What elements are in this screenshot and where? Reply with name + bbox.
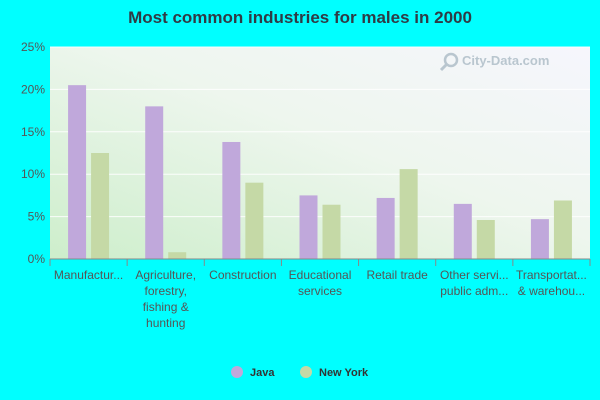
y-tick-label: 0%: [28, 252, 46, 266]
bar-new-york: [91, 153, 110, 259]
bar-new-york: [245, 182, 264, 259]
grid-lines: [50, 46, 590, 218]
x-tick-label-line: forestry,: [144, 284, 186, 298]
y-tick-label: 20%: [21, 82, 45, 96]
bar-new-york: [168, 252, 187, 259]
legend-swatch: [300, 366, 312, 378]
x-tick-label: Other servi... public adm...: [440, 268, 509, 298]
legend-label: New York: [319, 367, 369, 379]
bars: [68, 85, 572, 259]
x-tick-label-line: Educational: [289, 268, 352, 282]
magnifier-icon: [439, 52, 459, 72]
x-tick-label-line: Other servi...: [440, 268, 509, 282]
legend-label: Java: [250, 367, 275, 379]
x-tick-label-line: services: [298, 284, 342, 298]
x-tick-label: Construction: [209, 268, 276, 282]
watermark-text: City-Data.com: [462, 53, 549, 68]
bar-java: [145, 106, 164, 259]
bar-new-york: [322, 204, 341, 259]
legend: Java New York: [231, 366, 369, 379]
bar-new-york: [476, 219, 495, 259]
bar-java: [222, 141, 241, 259]
plot-area: [50, 47, 590, 259]
y-tick-label: 10%: [21, 167, 45, 181]
x-tick-label-line: Transportat...: [516, 268, 587, 282]
x-axis: Manufactur... Agriculture, forestry, fishin…: [49, 258, 591, 330]
bar-new-york: [399, 169, 418, 259]
bar-java: [68, 85, 87, 259]
y-tick-label: 25%: [21, 40, 45, 54]
watermark: City-Data.com: [439, 52, 549, 72]
bar-java: [376, 197, 395, 259]
x-tick-label-line: Agriculture,: [135, 268, 196, 282]
chart-title: Most common industries for males in 2000: [128, 8, 472, 27]
x-tick-label-line: & warehou...: [518, 284, 585, 298]
x-tick-label-line: Retail trade: [366, 268, 428, 282]
bar-java: [299, 195, 318, 259]
x-tick-label-line: fishing &: [143, 300, 189, 314]
x-tick-label: Educational services: [289, 268, 352, 298]
bar-java: [530, 219, 549, 259]
y-axis: 0% 5% 10% 15% 20% 25%: [21, 40, 45, 266]
x-tick-label-line: Construction: [209, 268, 276, 282]
x-tick-label: Transportat... & warehou...: [516, 268, 587, 298]
x-tick-label-line: Manufactur...: [54, 268, 123, 282]
x-tick-label: Agriculture, forestry, fishing & hunting: [135, 268, 196, 330]
bar-java: [453, 203, 472, 259]
y-tick-label: 5%: [28, 210, 46, 224]
x-tick-label-line: hunting: [146, 316, 185, 330]
x-tick-label-line: public adm...: [440, 284, 508, 298]
bar-new-york: [553, 200, 572, 259]
y-tick-label: 15%: [21, 125, 45, 139]
x-tick-label: Retail trade: [366, 268, 428, 282]
legend-swatch: [231, 366, 243, 378]
x-tick-label: Manufactur...: [54, 268, 123, 282]
